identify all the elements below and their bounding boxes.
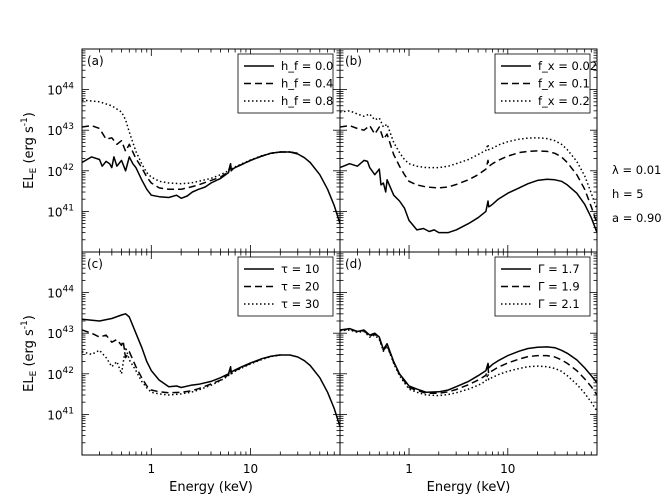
legend-box: [494, 53, 591, 114]
series-line-a-2: [82, 124, 298, 191]
legend-box: [237, 53, 334, 114]
x-tick-label: 1: [405, 462, 413, 476]
legend-label: h_f = 0.4: [281, 77, 333, 91]
legend-label: h_f = 0.8: [281, 94, 333, 108]
param-label: a = 0.90: [612, 211, 662, 225]
panel-label-d: (d): [345, 257, 362, 271]
y-axis-title: ELE (erg s-1): [20, 112, 39, 189]
param-label: h = 5: [612, 187, 644, 201]
series-line-b-1: [340, 159, 597, 234]
x-tick-label: 1: [147, 462, 155, 476]
panel-label-b: (b): [345, 54, 362, 68]
panel-frame-d: [339, 251, 598, 456]
series-line-d-1: [340, 327, 597, 394]
panel-b: (b) f_x = 0.02 f_x = 0.1 f_x = 0.2: [339, 48, 598, 253]
series-line-d-3: [340, 329, 597, 412]
legend-label: h_f = 0.0: [281, 59, 333, 73]
y-tick-label: 1043: [47, 122, 74, 138]
y-tick-label: 1044: [47, 82, 74, 98]
legend-a: h_f = 0.0 h_f = 0.4 h_f = 0.8: [237, 53, 334, 114]
panel-a: (a) 1041 1042 1043 1044 ELE (erg s-1) h_f = 0.…: [20, 48, 341, 253]
series-line-c-2: [82, 329, 281, 394]
legend-label: τ = 20: [281, 280, 320, 294]
series-line-c-1: [82, 313, 340, 427]
legend-label: f_x = 0.1: [538, 77, 590, 91]
panel-label-c: (c): [87, 257, 103, 271]
legend-b: f_x = 0.02 f_x = 0.1 f_x = 0.2: [494, 53, 597, 114]
panel-c: (c) 1041 1042 1043 1044 1 10 Energy (keV) ELE (e…: [20, 251, 341, 495]
y-tick-label: 1041: [47, 203, 74, 219]
ticks-c: [81, 252, 341, 456]
legend-box: [237, 256, 334, 317]
series-line-a-3: [82, 99, 298, 185]
panel-d: (d) 1 10 Energy (keV) Γ = 1.7 Γ = 1.9 Γ = 2.1: [339, 251, 598, 495]
legend-box: [494, 256, 591, 317]
y-tick-label: 1044: [47, 285, 74, 301]
y-tick-label: 1042: [47, 366, 74, 382]
legend-label: Γ = 2.1: [538, 297, 580, 311]
series-line-c-3: [82, 346, 281, 396]
y-tick-label: 1041: [47, 406, 74, 422]
series-line-a-1: [82, 151, 340, 224]
series-line-b-2: [340, 124, 597, 224]
legend-d: Γ = 1.7 Γ = 1.9 Γ = 2.1: [494, 256, 591, 317]
panels: (a) 1041 1042 1043 1044 ELE (erg s-1) h_f = 0.…: [20, 48, 598, 495]
y-tick-label: 1043: [47, 325, 74, 341]
parameter-annotations: λ = 0.01 h = 5 a = 0.90: [612, 163, 662, 225]
legend-label: τ = 30: [281, 297, 320, 311]
series-line-d-2: [340, 328, 597, 396]
x-tick-label: 10: [243, 462, 258, 476]
legend-label: f_x = 0.02: [538, 59, 597, 73]
ticks-a: [81, 49, 341, 253]
legend-label: Γ = 1.9: [538, 280, 580, 294]
legend-label: Γ = 1.7: [538, 262, 580, 276]
x-tick-label: 10: [500, 462, 515, 476]
y-axis-title: ELE (erg s-1): [20, 315, 39, 392]
x-axis-title: Energy (keV): [169, 480, 253, 495]
legend-label: f_x = 0.2: [538, 94, 590, 108]
panel-label-a: (a): [87, 54, 104, 68]
legend-c: τ = 10 τ = 20 τ = 30: [237, 256, 334, 317]
x-axis-title: Energy (keV): [427, 480, 511, 495]
series-line-b-3: [340, 110, 597, 210]
param-label: λ = 0.01: [612, 163, 661, 177]
legend-label: τ = 10: [281, 262, 320, 276]
y-tick-label: 1042: [47, 163, 74, 179]
